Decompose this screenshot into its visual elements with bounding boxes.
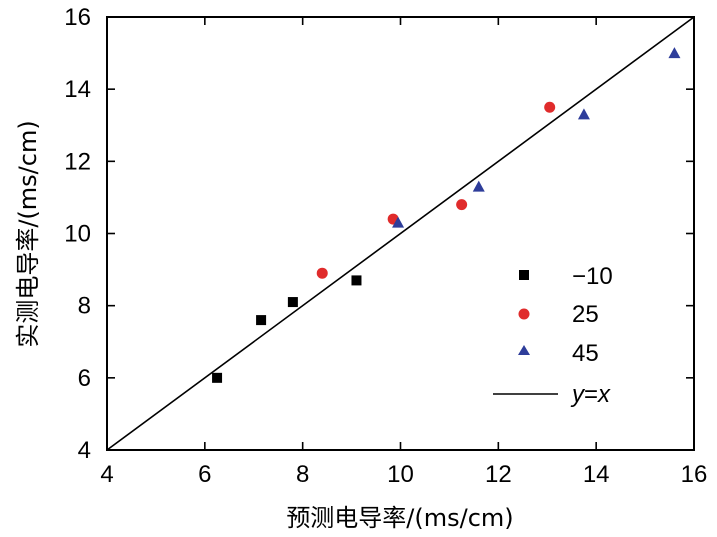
x-axis-title: 预测电导率/(ms/cm) — [286, 504, 513, 532]
x-tick-label: 12 — [485, 461, 512, 488]
data-point-series-3-4 — [668, 47, 681, 59]
data-point-series-2-4 — [544, 101, 556, 113]
data-point-series-3-1 — [392, 216, 405, 228]
data-points — [212, 47, 681, 383]
x-tick-label: 10 — [387, 461, 414, 488]
y-axis-title: 实测电导率/(ms/cm) — [14, 120, 42, 347]
data-point-series-1-1 — [212, 372, 223, 383]
y-tick-label: 4 — [78, 437, 91, 464]
x-tick-label: 14 — [583, 461, 610, 488]
x-tick-label: 8 — [296, 461, 309, 488]
data-point-series-2-1 — [316, 267, 328, 279]
legend-ref-x: x — [597, 381, 611, 408]
data-point-series-1-2 — [256, 315, 267, 326]
legend-marker-series-1 — [519, 270, 529, 280]
x-tick-label: 16 — [681, 461, 708, 488]
legend-label-reference-line: y=x — [570, 381, 611, 408]
data-point-series-2-3 — [456, 199, 468, 211]
data-point-series-3-3 — [577, 108, 590, 120]
axis-ticks — [106, 16, 695, 451]
y-tick-label: 8 — [78, 293, 91, 320]
y-tick-label: 14 — [64, 76, 91, 103]
data-point-series-3-2 — [472, 180, 485, 192]
axis-tick-labels: 4 6 8 10 12 14 16 4 6 8 10 12 14 16 — [64, 4, 707, 488]
data-point-series-1-3 — [287, 297, 298, 308]
x-tick-label: 4 — [100, 461, 113, 488]
x-tick-label: 6 — [198, 461, 211, 488]
y-tick-label: 16 — [64, 4, 91, 31]
legend-ref-y: y — [570, 381, 586, 408]
y-tick-label: 10 — [64, 221, 91, 248]
y-tick-label: 12 — [64, 148, 91, 175]
legend-label-series-3: 45 — [572, 340, 599, 367]
legend-marker-series-3 — [518, 345, 530, 355]
legend: −10 25 45 y=x — [493, 263, 613, 408]
legend-ref-eq: = — [584, 381, 598, 408]
data-point-series-1-4 — [351, 275, 362, 286]
y-tick-label: 6 — [78, 365, 91, 392]
legend-marker-series-2 — [518, 308, 530, 320]
legend-label-series-1: −10 — [572, 263, 613, 290]
legend-label-series-2: 25 — [572, 301, 599, 328]
reference-line-y-equals-x — [106, 16, 695, 451]
